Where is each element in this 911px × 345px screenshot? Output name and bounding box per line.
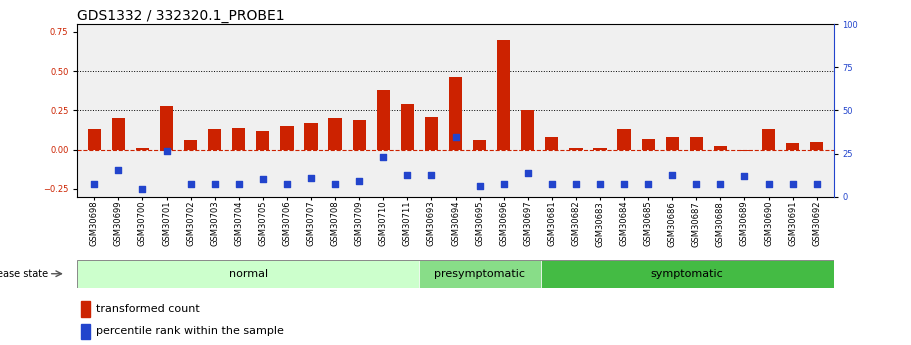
Point [87, 181, 102, 187]
Point [472, 183, 486, 188]
Text: presymptomatic: presymptomatic [435, 269, 526, 279]
Point [280, 181, 294, 187]
Bar [618, 129, 630, 150]
Point [762, 181, 776, 187]
Bar [329, 118, 342, 150]
Bar [425, 117, 438, 150]
Point [737, 174, 752, 179]
Bar [81, 324, 90, 339]
Bar [281, 126, 293, 150]
Bar [690, 137, 703, 150]
Bar [184, 140, 198, 150]
Bar [208, 129, 221, 150]
Bar [419, 260, 541, 288]
Bar [232, 128, 245, 150]
Bar [738, 150, 751, 151]
Bar [497, 40, 510, 150]
Bar [160, 106, 173, 150]
Point [231, 181, 246, 187]
Point [640, 181, 655, 187]
Bar [353, 120, 366, 150]
Point [159, 148, 174, 154]
Bar [641, 139, 655, 150]
Bar [136, 148, 149, 150]
Point [135, 186, 149, 191]
Point [593, 181, 608, 187]
Bar [810, 142, 824, 150]
Text: transformed count: transformed count [97, 304, 200, 314]
Bar [81, 301, 90, 317]
Text: symptomatic: symptomatic [650, 269, 723, 279]
Point [520, 170, 535, 176]
Point [328, 181, 343, 187]
Bar [545, 137, 558, 150]
Point [376, 155, 391, 160]
Point [448, 134, 463, 140]
Text: percentile rank within the sample: percentile rank within the sample [97, 326, 284, 336]
Bar [593, 148, 607, 150]
Point [568, 181, 583, 187]
Bar [521, 110, 535, 150]
Point [809, 181, 824, 187]
Point [256, 177, 271, 182]
Point [111, 167, 126, 173]
Point [352, 178, 366, 184]
Point [400, 172, 415, 177]
Point [545, 181, 559, 187]
Text: GDS1332 / 332320.1_PROBE1: GDS1332 / 332320.1_PROBE1 [77, 9, 285, 23]
Bar [569, 148, 582, 150]
Bar [304, 123, 318, 150]
Bar [112, 118, 125, 150]
Point [665, 172, 680, 177]
Point [183, 181, 198, 187]
Bar [77, 260, 419, 288]
Point [617, 181, 631, 187]
Bar [401, 104, 414, 150]
Bar [786, 143, 799, 150]
Text: normal: normal [229, 269, 268, 279]
Point [303, 175, 318, 180]
Point [713, 181, 728, 187]
Text: disease state: disease state [0, 269, 48, 279]
Bar [256, 131, 270, 150]
Point [425, 172, 439, 177]
Bar [666, 137, 679, 150]
Bar [713, 147, 727, 150]
Bar [541, 260, 834, 288]
Bar [473, 140, 486, 150]
Bar [87, 129, 101, 150]
Point [785, 181, 800, 187]
Point [208, 181, 222, 187]
Bar [376, 90, 390, 150]
Point [496, 181, 511, 187]
Bar [762, 129, 775, 150]
Bar [449, 78, 462, 150]
Point [689, 181, 703, 187]
